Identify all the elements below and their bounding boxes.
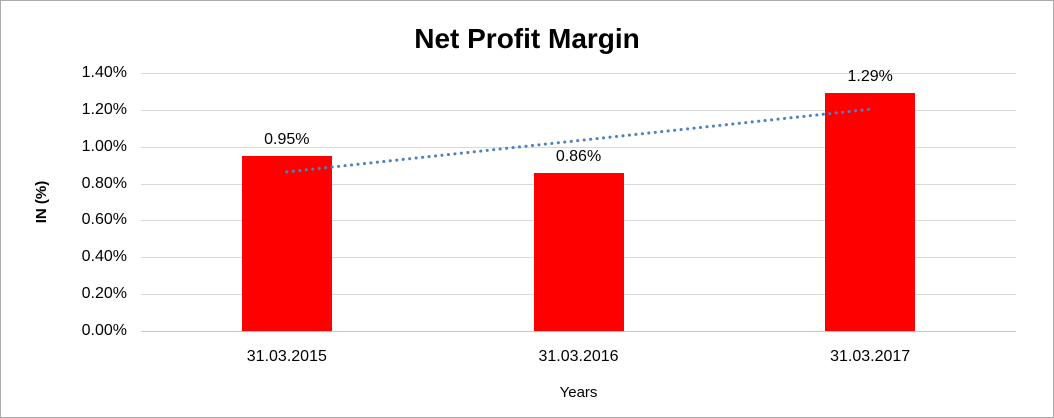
x-axis-title: Years (559, 384, 598, 401)
y-tick-label: 0.00% (81, 322, 127, 339)
data-label: 1.29% (847, 68, 893, 86)
bar-31.03.2015 (241, 155, 332, 331)
y-tick-label: 1.20% (81, 101, 127, 118)
y-tick-label: 1.00% (81, 138, 127, 155)
x-tick-label: 31.03.2017 (830, 348, 911, 365)
y-tick-label: 0.40% (81, 248, 127, 265)
data-label: 0.86% (555, 147, 602, 165)
bar-31.03.2017 (825, 93, 916, 331)
x-tick-label: 31.03.2016 (538, 348, 619, 365)
y-tick-label: 1.40% (81, 64, 127, 81)
gridline (141, 73, 1016, 74)
y-axis-title: IN (%) (33, 180, 50, 224)
bar-31.03.2016 (533, 172, 624, 331)
chart-title: Net Profit Margin (414, 23, 640, 54)
data-label: 0.95% (264, 130, 310, 148)
x-tick-label: 31.03.2015 (246, 348, 327, 365)
y-tick-label: 0.60% (81, 211, 127, 228)
y-tick-label: 0.80% (81, 175, 127, 192)
y-tick-label: 0.20% (81, 285, 127, 302)
x-axis-line (141, 331, 1016, 332)
